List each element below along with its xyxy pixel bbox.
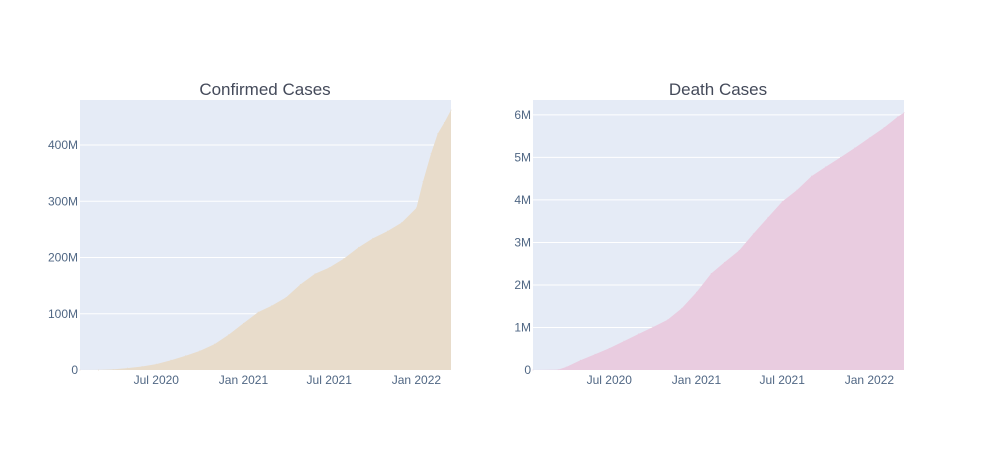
x-tick-label: Jul 2021	[307, 373, 353, 387]
data-point	[437, 133, 439, 135]
y-axis: 0 1M 2M 3M 4M 5M 6M	[514, 108, 531, 377]
area-series	[532, 112, 905, 371]
data-point	[608, 347, 610, 349]
data-point	[199, 350, 201, 352]
data-point	[767, 216, 769, 218]
y-tick-label: 200M	[48, 251, 78, 265]
data-point	[896, 116, 898, 118]
data-point	[415, 207, 417, 209]
data-point	[126, 367, 128, 369]
cumulative-area	[80, 110, 451, 370]
x-axis: Jul 2020 Jan 2021 Jul 2021 Jan 2022	[134, 373, 442, 387]
data-point	[623, 340, 625, 342]
data-point	[710, 272, 712, 274]
death-cases-chart: Death Cases Jul 2020 Jan 2021 Jul 2021 Jan …	[514, 80, 905, 387]
data-point	[752, 233, 754, 235]
data-point	[854, 147, 856, 149]
x-tick-label: Jul 2020	[134, 373, 180, 387]
data-point	[141, 366, 143, 368]
data-point	[825, 166, 827, 168]
data-point	[358, 246, 360, 248]
data-point	[328, 267, 330, 269]
cumulative-area	[533, 112, 904, 371]
data-point	[299, 284, 301, 285]
data-point	[883, 127, 885, 129]
x-tick-label: Jul 2020	[587, 373, 633, 387]
data-point	[214, 343, 216, 345]
x-tick-label: Jan 2021	[219, 373, 269, 387]
data-point	[112, 368, 114, 370]
data-point	[868, 137, 870, 139]
data-point	[695, 291, 697, 293]
data-point	[242, 322, 244, 324]
data-point	[667, 319, 669, 321]
data-point	[738, 250, 740, 252]
y-tick-label: 5M	[514, 150, 531, 164]
data-point	[903, 112, 905, 114]
data-point	[422, 181, 424, 183]
data-point	[401, 222, 403, 224]
data-point	[557, 369, 559, 371]
y-tick-label: 6M	[514, 108, 531, 122]
area-series	[79, 109, 452, 371]
data-point	[285, 296, 287, 298]
y-tick-label: 3M	[514, 235, 531, 249]
data-point	[228, 334, 230, 336]
data-point	[257, 311, 259, 313]
data-point	[723, 261, 725, 263]
x-tick-label: Jan 2022	[845, 373, 895, 387]
data-point	[781, 201, 783, 203]
y-tick-label: 0	[524, 363, 531, 377]
y-tick-label: 300M	[48, 194, 78, 208]
y-tick-label: 2M	[514, 278, 531, 292]
data-point	[155, 363, 157, 365]
data-point	[430, 152, 432, 154]
data-point	[532, 369, 534, 371]
data-point	[681, 307, 683, 309]
data-point	[443, 122, 445, 123]
x-tick-label: Jan 2022	[392, 373, 442, 387]
data-point	[579, 359, 581, 361]
data-point	[97, 369, 99, 371]
y-tick-label: 100M	[48, 307, 78, 321]
confirmed-cases-chart: Confirmed Cases Jul 2020 Jan 2021 Jul 2021…	[48, 80, 452, 387]
chart-title: Confirmed Cases	[199, 80, 330, 99]
data-point	[811, 175, 813, 177]
x-tick-label: Jul 2021	[760, 373, 806, 387]
data-point	[594, 353, 596, 355]
y-tick-label: 0	[71, 363, 78, 377]
data-point	[450, 109, 452, 111]
y-tick-label: 400M	[48, 138, 78, 152]
data-point	[796, 189, 798, 191]
data-point	[79, 369, 81, 371]
data-point	[270, 305, 272, 307]
y-tick-label: 1M	[514, 320, 531, 334]
data-point	[343, 258, 345, 260]
data-point	[638, 333, 640, 335]
data-point	[170, 359, 172, 361]
chart-title: Death Cases	[669, 80, 767, 99]
y-axis: 0 100M 200M 300M 400M	[48, 138, 78, 377]
data-point	[840, 156, 842, 158]
data-point	[185, 355, 187, 357]
x-tick-label: Jan 2021	[672, 373, 722, 387]
y-tick-label: 4M	[514, 193, 531, 207]
x-axis: Jul 2020 Jan 2021 Jul 2021 Jan 2022	[587, 373, 895, 387]
data-point	[565, 366, 567, 368]
data-point	[314, 273, 316, 275]
data-point	[372, 237, 374, 239]
data-point	[652, 326, 654, 328]
data-point	[387, 230, 389, 232]
